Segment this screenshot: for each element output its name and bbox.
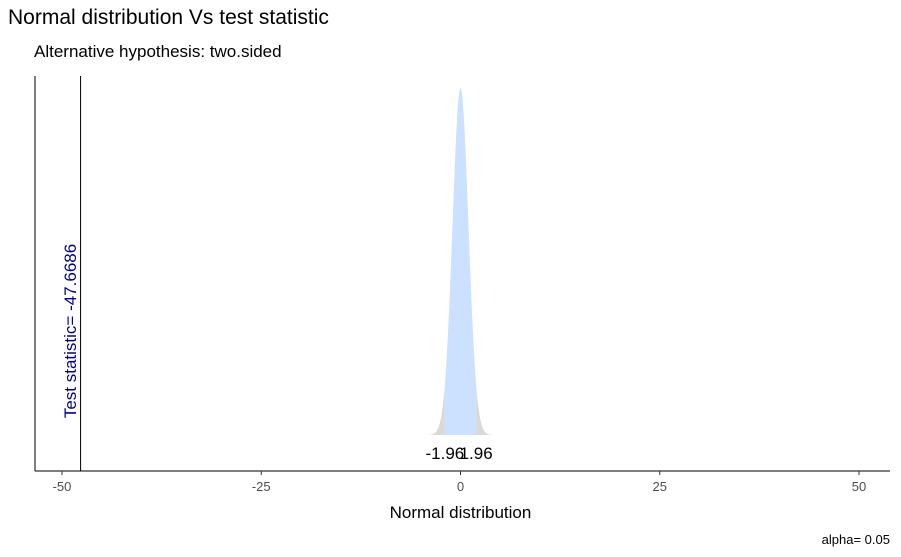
x-axis-title: Normal distribution	[390, 503, 532, 522]
x-tick-label: -50	[53, 479, 72, 494]
rejection-region-left	[428, 384, 445, 435]
chart-subtitle: Alternative hypothesis: two.sided	[34, 42, 282, 61]
acceptance-region	[444, 88, 477, 435]
x-tick-label: -25	[252, 479, 271, 494]
chart-title: Normal distribution Vs test statistic	[8, 6, 329, 29]
critical-value-labels: -1.961.96	[426, 444, 493, 463]
test-statistic-label: Test statistic= -47.6686	[61, 244, 80, 418]
rejection-region-right	[476, 384, 493, 435]
x-tick-label: 25	[653, 479, 667, 494]
alpha-caption: alpha= 0.05	[822, 532, 890, 547]
x-tick-label: 0	[457, 479, 464, 494]
x-axis-ticks: -50 -25 0 25 50	[53, 471, 866, 494]
critical-value-label: 1.96	[460, 444, 493, 463]
density-areas	[428, 88, 493, 435]
critical-value-label: -1.96	[426, 444, 465, 463]
x-tick-label: 50	[852, 479, 866, 494]
